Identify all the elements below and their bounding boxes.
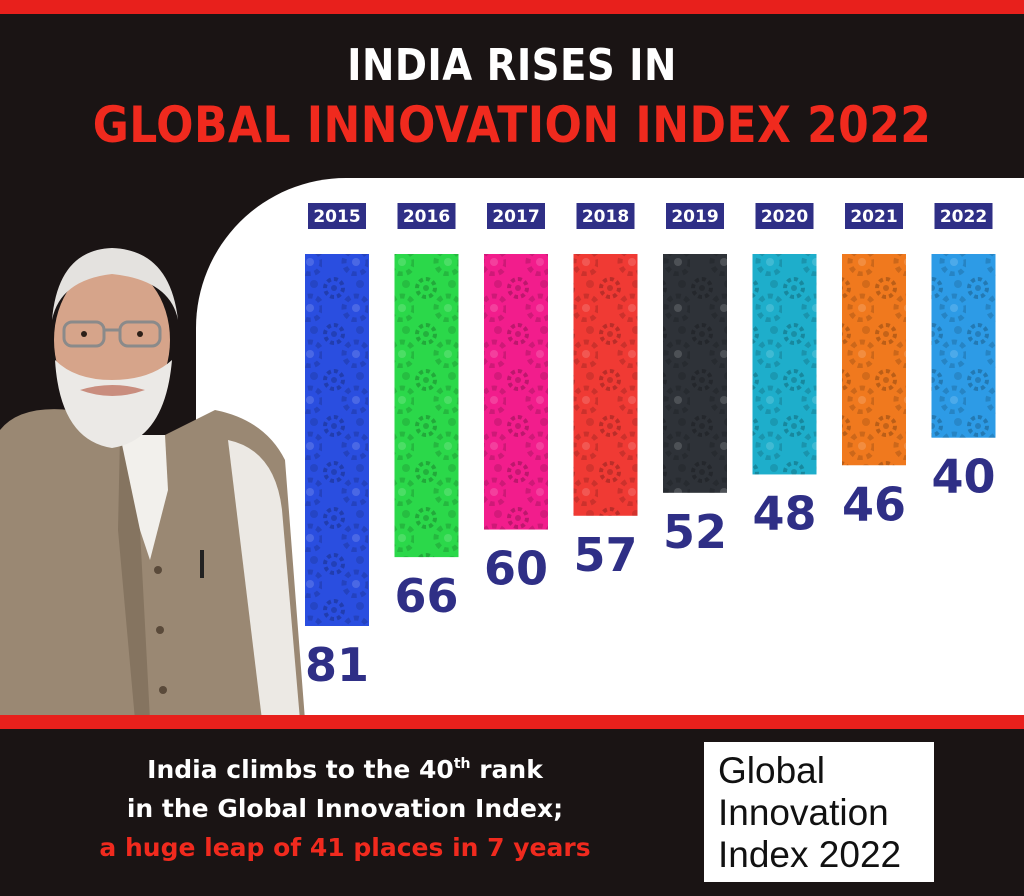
caption: India climbs to the 40th rank in the Glo… [40, 750, 650, 867]
rank-value-label: 57 [573, 528, 637, 582]
rank-value-label: 48 [752, 486, 816, 540]
caption-line2: in the Global Innovation Index; [126, 794, 564, 823]
page-title-line2: GLOBAL INNOVATION INDEX 2022 [92, 96, 932, 154]
year-badge [487, 203, 545, 229]
bar-gear-texture [931, 254, 996, 438]
gii-logo: Global Innovation Index 2022 [704, 742, 934, 882]
caption-line1: India climbs to the 40th rank [147, 755, 543, 784]
bar-gear-texture [842, 254, 906, 466]
logo-line1: Global [718, 750, 825, 791]
logo-line2: Innovation [718, 792, 889, 833]
rank-value-label: 81 [305, 638, 369, 692]
bar-gear-texture [752, 254, 817, 475]
year-badge [576, 203, 635, 229]
bar-gear-texture [663, 254, 727, 493]
page-title-line1: INDIA RISES IN [347, 40, 677, 91]
year-label: 2016 [403, 207, 450, 227]
year-label: 2022 [940, 207, 987, 227]
rank-value-label: 60 [484, 542, 548, 596]
rank-value-label: 52 [663, 505, 727, 559]
logo-line3: Index 2022 [718, 834, 902, 875]
year-badge [934, 203, 993, 229]
portrait-illustration [0, 248, 305, 720]
year-label: 2017 [492, 207, 539, 227]
rank-value-label: 66 [394, 569, 458, 623]
year-badge [666, 203, 724, 229]
year-label: 2019 [671, 207, 718, 227]
caption-line3: a huge leap of 41 places in 7 years [99, 833, 591, 862]
bar-gear-texture [573, 254, 638, 516]
rank-value-label: 46 [842, 477, 906, 531]
bar-gear-texture [394, 254, 459, 558]
year-label: 2018 [582, 207, 629, 227]
year-badge [755, 203, 814, 229]
year-badge [845, 203, 903, 229]
bar-gear-texture [484, 254, 548, 530]
top-red-bar [0, 0, 1024, 14]
year-label: 2020 [761, 207, 808, 227]
bar-gear-texture [305, 254, 369, 626]
bottom-red-bar [0, 715, 1024, 729]
year-label: 2021 [850, 207, 897, 227]
year-badge [397, 203, 456, 229]
rank-value-label: 40 [931, 450, 995, 504]
year-badge [308, 203, 366, 229]
bar-chart: 2015 81 2016 66 2017 60 2018 57 2019 52 2020 48 2021… [305, 203, 996, 692]
year-label: 2015 [313, 207, 360, 227]
